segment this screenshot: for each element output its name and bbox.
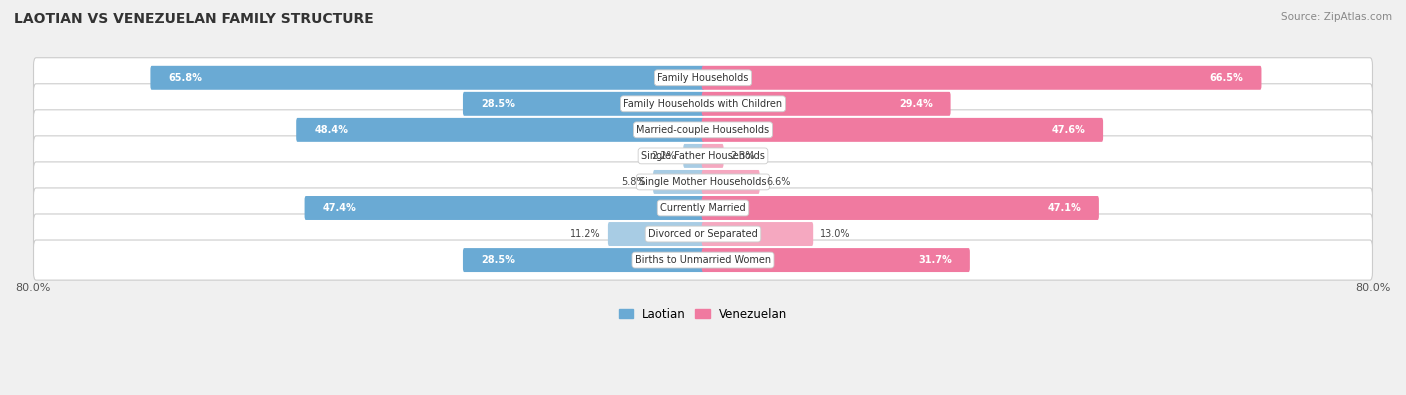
Text: LAOTIAN VS VENEZUELAN FAMILY STRUCTURE: LAOTIAN VS VENEZUELAN FAMILY STRUCTURE [14, 12, 374, 26]
FancyBboxPatch shape [34, 214, 1372, 254]
FancyBboxPatch shape [150, 66, 704, 90]
Text: 47.1%: 47.1% [1047, 203, 1081, 213]
FancyBboxPatch shape [34, 58, 1372, 98]
FancyBboxPatch shape [34, 240, 1372, 280]
FancyBboxPatch shape [607, 222, 704, 246]
Text: Family Households: Family Households [658, 73, 748, 83]
Text: 66.5%: 66.5% [1209, 73, 1243, 83]
Text: 31.7%: 31.7% [918, 255, 952, 265]
FancyBboxPatch shape [34, 162, 1372, 202]
Text: 28.5%: 28.5% [481, 255, 515, 265]
Text: 29.4%: 29.4% [898, 99, 932, 109]
FancyBboxPatch shape [305, 196, 704, 220]
FancyBboxPatch shape [297, 118, 704, 142]
Text: Births to Unmarried Women: Births to Unmarried Women [636, 255, 770, 265]
FancyBboxPatch shape [654, 170, 704, 194]
Text: Single Father Households: Single Father Households [641, 151, 765, 161]
FancyBboxPatch shape [702, 66, 1261, 90]
FancyBboxPatch shape [34, 188, 1372, 228]
FancyBboxPatch shape [34, 136, 1372, 176]
Text: 11.2%: 11.2% [571, 229, 600, 239]
FancyBboxPatch shape [702, 144, 724, 168]
Text: Source: ZipAtlas.com: Source: ZipAtlas.com [1281, 12, 1392, 22]
Text: 2.2%: 2.2% [651, 151, 676, 161]
Text: Currently Married: Currently Married [661, 203, 745, 213]
Text: 2.3%: 2.3% [731, 151, 755, 161]
Legend: Laotian, Venezuelan: Laotian, Venezuelan [614, 303, 792, 325]
Text: 47.4%: 47.4% [322, 203, 356, 213]
Text: Family Households with Children: Family Households with Children [623, 99, 783, 109]
Text: 65.8%: 65.8% [169, 73, 202, 83]
Text: Single Mother Households: Single Mother Households [640, 177, 766, 187]
FancyBboxPatch shape [702, 92, 950, 116]
FancyBboxPatch shape [34, 84, 1372, 124]
FancyBboxPatch shape [702, 118, 1104, 142]
Text: 28.5%: 28.5% [481, 99, 515, 109]
Text: 13.0%: 13.0% [820, 229, 851, 239]
Text: 5.8%: 5.8% [621, 177, 645, 187]
Text: 47.6%: 47.6% [1052, 125, 1085, 135]
FancyBboxPatch shape [702, 248, 970, 272]
FancyBboxPatch shape [34, 110, 1372, 150]
FancyBboxPatch shape [683, 144, 704, 168]
FancyBboxPatch shape [463, 92, 704, 116]
FancyBboxPatch shape [702, 222, 813, 246]
FancyBboxPatch shape [463, 248, 704, 272]
Text: Divorced or Separated: Divorced or Separated [648, 229, 758, 239]
FancyBboxPatch shape [702, 170, 759, 194]
FancyBboxPatch shape [702, 196, 1099, 220]
Text: Married-couple Households: Married-couple Households [637, 125, 769, 135]
Text: 6.6%: 6.6% [766, 177, 792, 187]
Text: 48.4%: 48.4% [314, 125, 349, 135]
